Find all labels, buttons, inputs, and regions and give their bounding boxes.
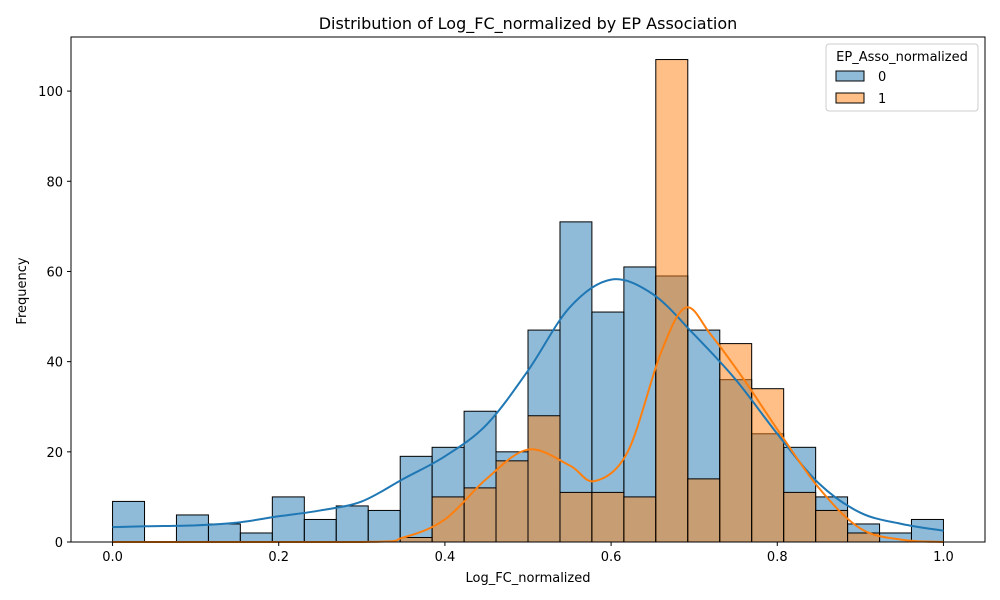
bar-series-1-bin-12 xyxy=(495,460,529,543)
y-tick-label: 0 xyxy=(55,536,63,551)
legend-swatch-series-0 xyxy=(835,70,865,82)
bar-series-0-bin-7 xyxy=(335,505,369,543)
bar-series-1-bin-16 xyxy=(623,496,657,543)
bar-series-0-bin-5 xyxy=(271,496,305,543)
y-axis: 0 20 40 60 80 100 xyxy=(38,85,71,551)
legend-title: EP_Asso_normalized xyxy=(836,50,968,65)
legend-label-series-1: 1 xyxy=(878,92,886,107)
y-tick-label: 100 xyxy=(38,85,63,100)
kde-layer xyxy=(112,278,944,543)
bar-series-1-bin-18 xyxy=(687,478,721,543)
x-tick-label: 0.8 xyxy=(767,550,788,565)
bar-series-0-bin-6 xyxy=(303,518,337,543)
bar-series-1-bin-9 xyxy=(399,536,433,543)
bars-layer xyxy=(112,59,944,543)
bar-series-0-bin-3 xyxy=(207,523,241,543)
x-tick-label: 0.6 xyxy=(601,550,622,565)
bar-series-0-bin-9 xyxy=(399,455,433,543)
bar-series-0-bin-2 xyxy=(175,514,209,543)
x-tick-label: 0.0 xyxy=(102,550,123,565)
bar-series-1-bin-20 xyxy=(751,388,785,543)
kde-curve-series-1 xyxy=(112,306,944,543)
bar-series-1-bin-19 xyxy=(719,343,753,543)
legend: EP_Asso_normalized 0 1 xyxy=(825,43,979,112)
bar-series-1-bin-15 xyxy=(591,491,625,543)
bar-series-0-bin-14 xyxy=(559,221,593,543)
plot-frame xyxy=(70,36,986,543)
x-axis: 0.0 0.2 0.4 0.6 0.8 1.0 xyxy=(102,542,954,565)
bar-series-0-bin-0 xyxy=(112,500,146,543)
chart-title: Distribution of Log_FC_normalized by EP … xyxy=(319,14,738,34)
x-axis-title: Log_FC_normalized xyxy=(465,571,590,586)
bar-series-1-bin-22 xyxy=(815,509,849,543)
x-tick-label: 1.0 xyxy=(933,550,954,565)
legend-swatch-series-1 xyxy=(835,92,865,104)
y-tick-label: 20 xyxy=(46,446,63,461)
y-tick-label: 40 xyxy=(46,356,63,371)
y-tick-label: 80 xyxy=(46,175,63,190)
x-tick-label: 0.2 xyxy=(268,550,289,565)
bar-series-0-bin-16 xyxy=(623,266,657,543)
bar-series-0-bin-4 xyxy=(239,532,273,543)
bar-series-1-bin-21 xyxy=(783,491,817,543)
bar-series-1-bin-14 xyxy=(559,491,593,543)
bar-series-0-bin-8 xyxy=(367,509,401,543)
legend-label-series-0: 0 xyxy=(878,70,886,85)
y-tick-label: 60 xyxy=(46,265,63,280)
x-tick-label: 0.4 xyxy=(435,550,456,565)
bar-series-1-bin-10 xyxy=(431,496,465,543)
y-axis-title: Frequency xyxy=(15,257,30,324)
bar-series-1-bin-13 xyxy=(527,415,561,543)
